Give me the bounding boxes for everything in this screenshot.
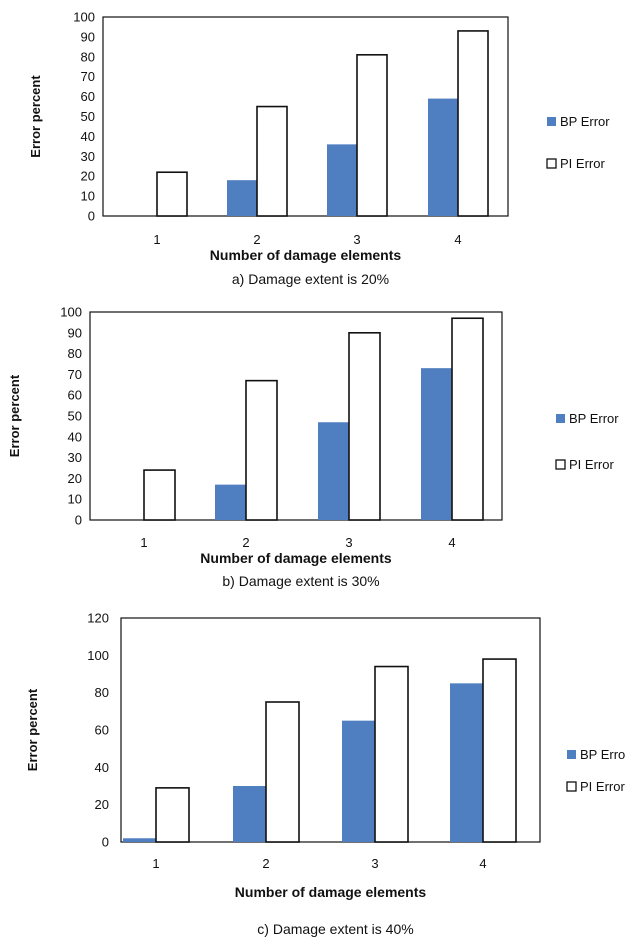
y-tick-label: 30 (81, 149, 95, 164)
y-tick-label: 100 (87, 648, 109, 663)
x-tick-label: 4 (448, 535, 455, 550)
x-tick-label: 2 (253, 232, 260, 247)
x-tick-label: 2 (242, 535, 249, 550)
x-tick-label: 1 (152, 856, 159, 871)
y-tick-label: 70 (68, 367, 82, 382)
bp-error-bar-3 (327, 144, 357, 216)
chart-panel-1: 0 10 20 30 40 50 60 70 80 90 100 1 2 3 4 Number of dama… (28, 10, 610, 288)
pi-error-bar-2 (265, 701, 300, 843)
bp-error-bar-4 (428, 98, 458, 216)
pi-error-bar-4 (482, 658, 517, 843)
chart-caption: c) Damage extent is 40% (257, 921, 413, 937)
pi-error-bar-4 (451, 317, 484, 521)
y-tick-label: 30 (68, 450, 82, 465)
y-axis-title: Error percent (7, 374, 22, 457)
chart-panel-2: 0 10 20 30 40 50 60 70 80 90 100 1 2 3 4 Number of dama… (7, 305, 619, 590)
bp-error-bar-2 (227, 180, 257, 216)
y-tick-label: 60 (68, 388, 82, 403)
x-tick-label: 1 (140, 535, 147, 550)
y-tick-label: 120 (87, 611, 109, 626)
y-tick-label: 80 (68, 346, 82, 361)
y-tick-label: 20 (68, 471, 82, 486)
plot-area-frame (89, 311, 503, 521)
y-tick-label: 20 (95, 797, 109, 812)
bp-error-legend-label: BP Error (569, 411, 619, 426)
plot-area-frame (120, 617, 541, 843)
bp-error-bar-2 (215, 484, 246, 520)
pi-error-bar-1 (156, 171, 188, 217)
y-tick-label: 0 (102, 835, 109, 850)
bp-error-bar-2 (233, 786, 266, 842)
pi-error-bar-3 (356, 54, 388, 217)
y-tick-label: 60 (95, 723, 109, 738)
x-tick-label: 3 (371, 856, 378, 871)
bp-error-bar-3 (342, 720, 375, 842)
y-tick-label: 0 (75, 513, 82, 528)
pi-error-bar-2 (245, 379, 278, 521)
pi-error-bar-3 (374, 665, 409, 843)
y-tick-label: 80 (81, 49, 95, 64)
x-axis-title: Number of damage elements (210, 247, 402, 263)
y-tick-label: 60 (81, 89, 95, 104)
y-axis-title: Error percent (25, 688, 40, 771)
pi-error-bar-2 (256, 105, 288, 217)
y-tick-label: 40 (95, 760, 109, 775)
y-tick-label: 100 (60, 305, 82, 320)
pi-error-bar-3 (348, 331, 381, 521)
x-tick-label: 3 (345, 535, 352, 550)
y-tick-label: 80 (95, 685, 109, 700)
bp-error-legend-label: BP Error (560, 114, 610, 129)
y-tick-label: 20 (81, 169, 95, 184)
x-tick-label: 4 (479, 856, 486, 871)
y-tick-label: 10 (81, 189, 95, 204)
y-tick-label: 40 (68, 429, 82, 444)
y-tick-label: 10 (68, 492, 82, 507)
bp-error-bar-4 (450, 683, 483, 842)
y-tick-label: 50 (68, 409, 82, 424)
y-axis-title: Error percent (28, 75, 43, 158)
bp-error-legend-swatch (556, 414, 565, 423)
pi-error-legend-swatch (566, 781, 577, 792)
y-tick-label: 100 (73, 10, 95, 25)
pi-error-legend-label: PI Error (569, 457, 614, 472)
x-tick-label: 2 (262, 856, 269, 871)
plot-area-frame (102, 16, 509, 217)
x-axis-title: Number of damage elements (200, 550, 392, 566)
bp-error-bar-3 (318, 422, 349, 520)
pi-error-bar-1 (155, 787, 190, 843)
pi-error-bar-1 (143, 469, 176, 521)
chart-caption: a) Damage extent is 20% (232, 271, 389, 287)
pi-error-legend-swatch (555, 459, 566, 470)
pi-error-legend-swatch (546, 158, 557, 169)
bp-error-bar-4 (421, 368, 452, 520)
bp-error-legend-swatch (567, 750, 576, 759)
pi-error-bar-4 (457, 30, 489, 217)
y-tick-label: 50 (81, 109, 95, 124)
y-tick-label: 90 (68, 325, 82, 340)
x-tick-label: 4 (454, 232, 461, 247)
y-tick-label: 40 (81, 129, 95, 144)
x-tick-label: 3 (353, 232, 360, 247)
bp-error-bar-1 (123, 838, 156, 842)
y-tick-label: 0 (88, 209, 95, 224)
chart-caption: b) Damage extent is 30% (222, 573, 379, 589)
bp-error-legend-swatch (547, 117, 556, 126)
y-tick-label: 70 (81, 69, 95, 84)
pi-error-legend-label: PI Error (560, 156, 605, 171)
x-tick-label: 1 (153, 232, 160, 247)
y-tick-label: 90 (81, 29, 95, 44)
x-axis-title: Number of damage elements (235, 884, 427, 900)
bp-error-legend-label: BP Erro (580, 747, 625, 762)
chart-panel-3: 0 20 40 60 80 100 120 1 2 3 4 Number of damage elem… (25, 611, 625, 938)
pi-error-legend-label: PI Error (580, 779, 625, 794)
